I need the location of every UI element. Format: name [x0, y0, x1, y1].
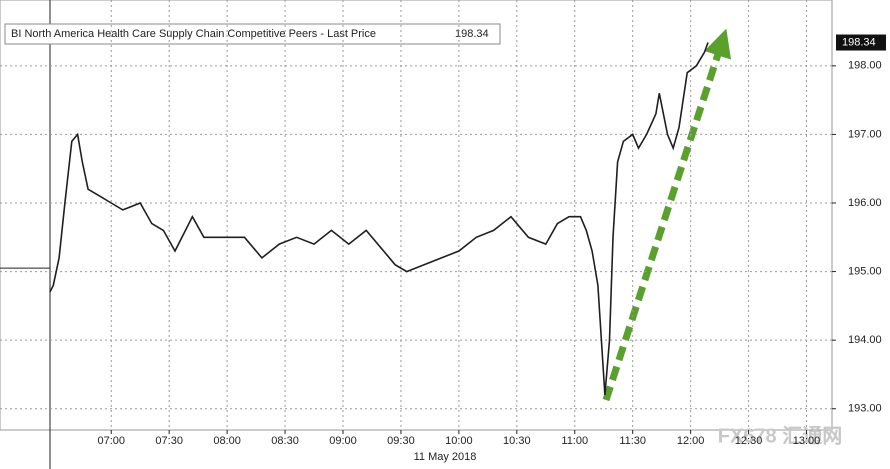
x-tick-label: 09:30 [387, 435, 415, 447]
y-tick-label: 194.00 [848, 334, 882, 346]
x-tick-label: 08:30 [271, 435, 299, 447]
legend-box [4, 23, 501, 45]
y-tick-label: 193.00 [848, 403, 882, 415]
last-price-box [836, 34, 886, 51]
x-tick-label: 12:00 [677, 435, 705, 447]
x-tick-label: 10:00 [445, 435, 473, 447]
x-tick-label: 08:00 [213, 435, 241, 447]
x-tick-label: 07:30 [155, 435, 183, 447]
x-tick-label: 11:00 [561, 435, 588, 447]
x-tick-label: 12:30 [735, 435, 763, 447]
y-tick-label: 195.00 [848, 265, 882, 277]
y-tick-label: 196.00 [848, 197, 882, 209]
date-label: 11 May 2018 [414, 451, 477, 463]
x-tick-label: 11:30 [619, 435, 646, 447]
plot-area [0, 0, 833, 431]
price-line [49, 42, 709, 396]
y-tick-label: 197.00 [848, 128, 882, 140]
x-tick-label: 07:00 [97, 435, 125, 447]
y-tick-label: 198.00 [848, 60, 882, 72]
x-tick-label: 09:00 [329, 435, 357, 447]
legend-title: BI North America Health Care Supply Chai… [11, 28, 376, 40]
x-tick-label: 13:00 [793, 435, 821, 447]
x-tick-label: 10:30 [503, 435, 531, 447]
last-price-label: 198.34 [842, 36, 876, 48]
legend-last-price: 198.34 [455, 28, 489, 40]
